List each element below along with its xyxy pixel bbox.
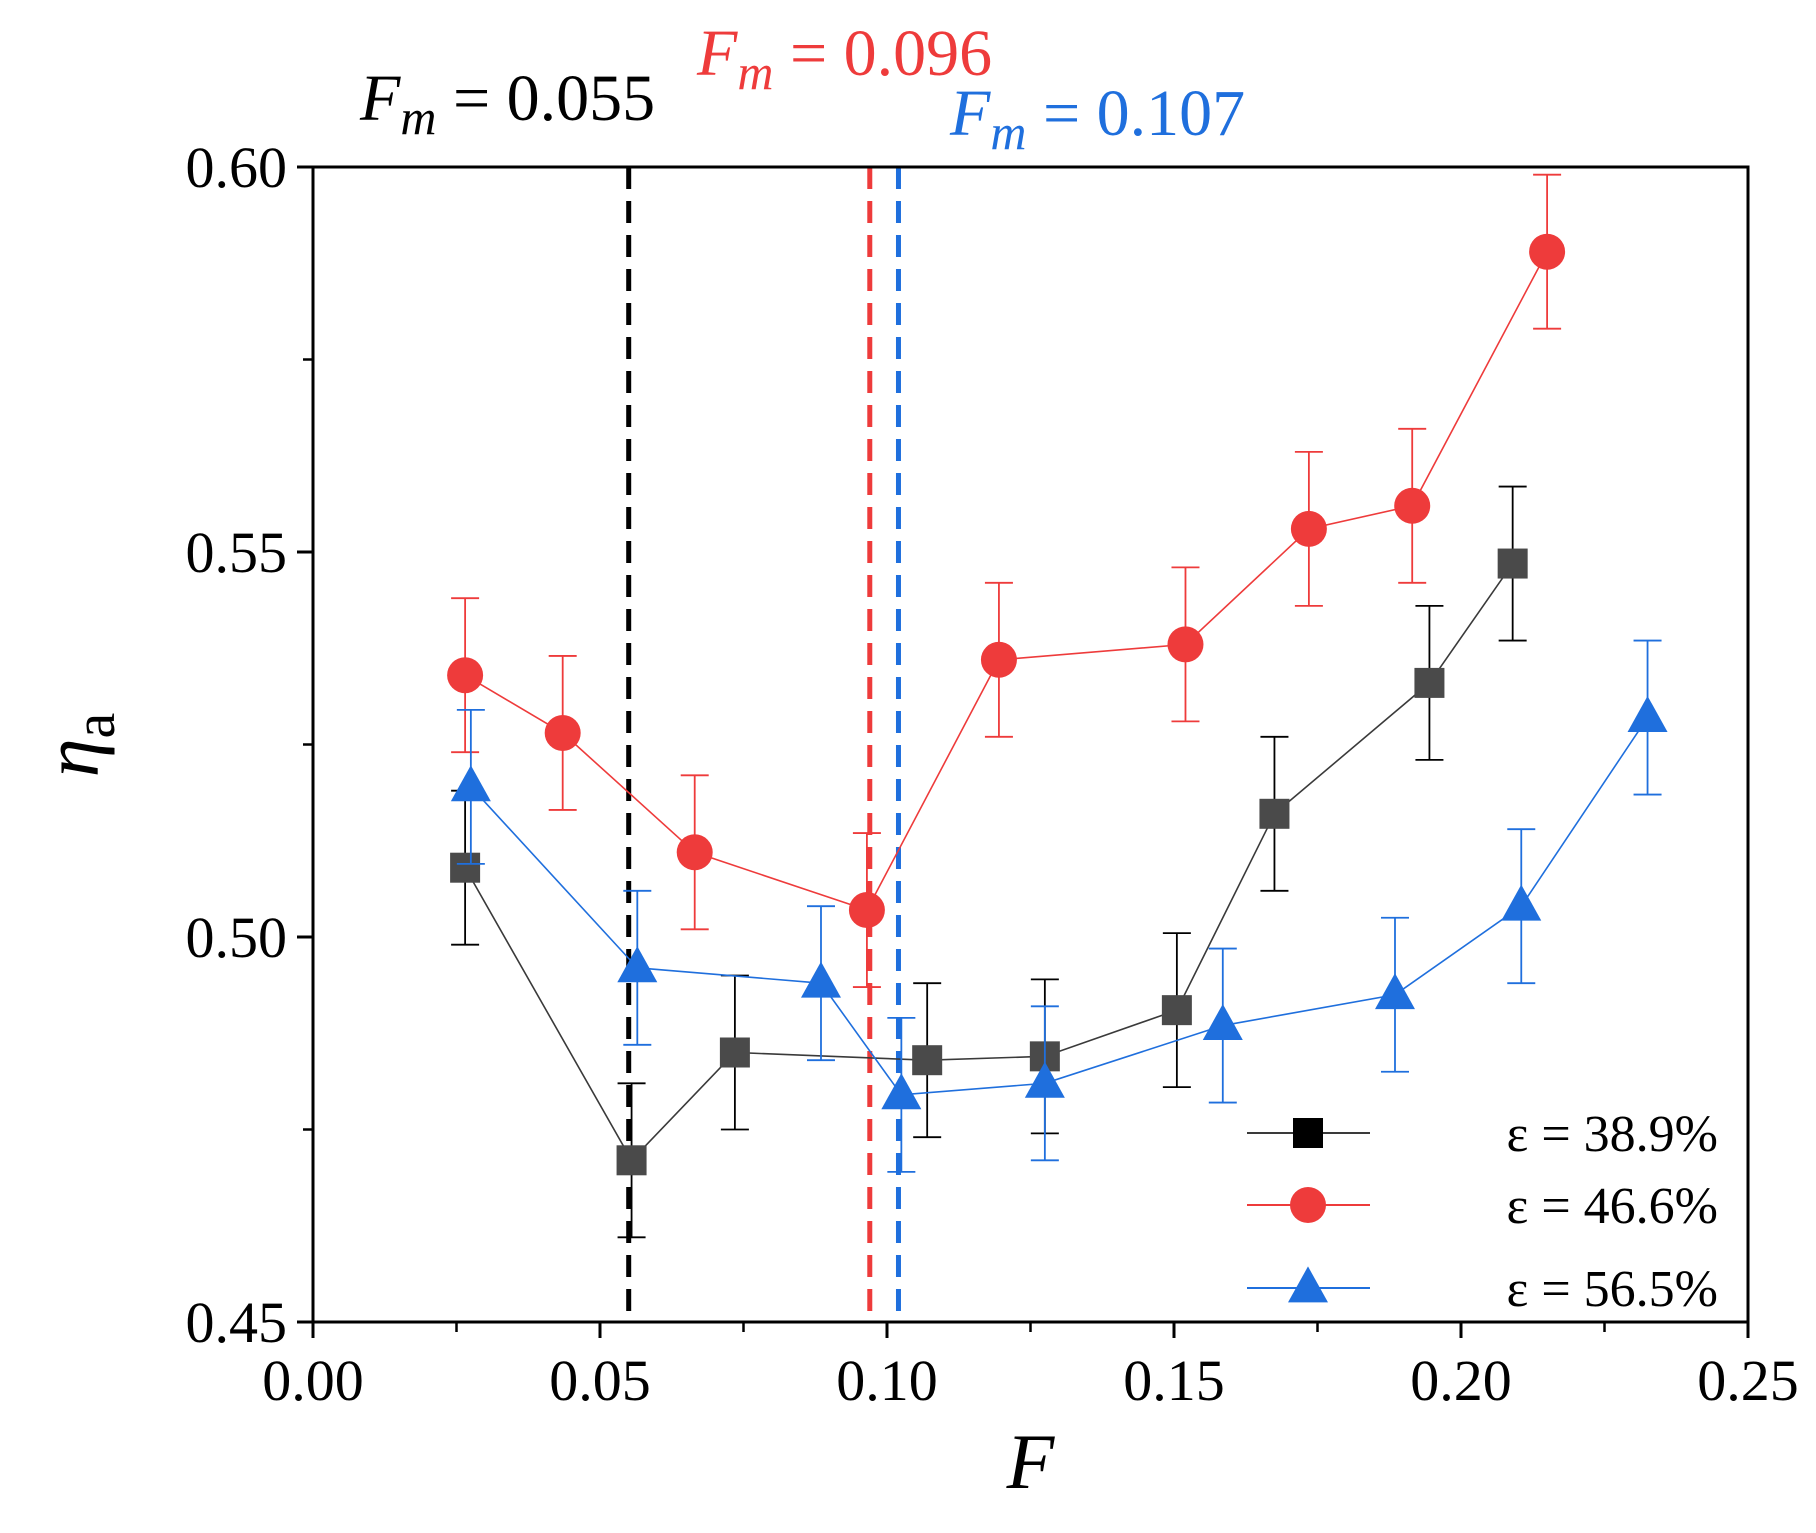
x-tick-label: 0.25: [1697, 1348, 1799, 1413]
data-point: [1167, 626, 1204, 663]
axes: 0.00 0.05 0.10 0.15 0.20 0.25 0.45 0.50 0.55 0.60…: [28, 135, 1799, 1505]
data-point: [1529, 233, 1566, 270]
series-2: [450, 639, 1668, 1173]
data-point: [1259, 798, 1290, 829]
data-point: [800, 961, 841, 998]
data-point: [1161, 995, 1192, 1026]
y-tick-label: 0.50: [186, 905, 288, 970]
data-point: [1290, 510, 1327, 547]
data-point: [1202, 1003, 1243, 1040]
data-point: [1627, 695, 1668, 732]
legend-item-1: ε = 46.6%: [1247, 1178, 1718, 1235]
data-point: [616, 1145, 647, 1176]
vline-label-1: Fm = 0.096: [696, 17, 992, 100]
x-tick-label: 0.15: [1123, 1348, 1225, 1413]
data-point: [676, 834, 713, 871]
plot-area: [447, 167, 1668, 1322]
y-tick-label: 0.45: [186, 1290, 288, 1355]
data-point: [848, 892, 885, 929]
data-point: [1497, 548, 1528, 579]
vline-label-main: F: [359, 62, 401, 135]
series-0: [450, 485, 1528, 1239]
x-axis-title: F: [1006, 1418, 1056, 1505]
data-point: [1394, 487, 1431, 524]
legend-label: ε = 56.5%: [1507, 1261, 1718, 1318]
legend-label: ε = 38.9%: [1507, 1106, 1718, 1163]
vline-label-value: = 0.096: [773, 17, 992, 90]
x-tick-label: 0.10: [836, 1348, 938, 1413]
vline-label-main: F: [696, 17, 738, 90]
legend-item-2: ε = 56.5%: [1247, 1261, 1718, 1318]
data-point: [1374, 973, 1415, 1010]
vline-label-sub: m: [400, 89, 436, 145]
legend-item-0: ε = 38.9%: [1247, 1106, 1718, 1163]
x-tick-label: 0.00: [262, 1348, 364, 1413]
data-point: [450, 765, 491, 802]
vline-label-value: = 0.055: [436, 62, 655, 135]
x-tick-label: 0.05: [549, 1348, 651, 1413]
data-point: [450, 852, 481, 883]
vline-label-0: Fm = 0.055: [359, 62, 655, 145]
data-point: [881, 1073, 922, 1110]
vline-label-sub: m: [737, 44, 773, 100]
data-point: [912, 1045, 943, 1076]
legend-marker: [1288, 1266, 1328, 1303]
y-tick-label: 0.55: [186, 520, 288, 585]
y-tick-label: 0.60: [186, 135, 288, 200]
data-point: [719, 1037, 750, 1068]
vline-label-sub: m: [990, 104, 1026, 160]
data-point: [1501, 884, 1542, 921]
y-axis-title: ηa: [28, 713, 127, 777]
y-axis-title-sub: a: [62, 713, 127, 739]
legend-marker: [1290, 1187, 1326, 1223]
y-axis-title-main: η: [28, 739, 115, 778]
data-point: [1414, 667, 1445, 698]
vline-label-2: Fm = 0.107: [949, 77, 1245, 160]
data-point: [544, 714, 581, 751]
data-point: [447, 657, 484, 694]
legend-marker: [1293, 1118, 1323, 1148]
vline-label-value: = 0.107: [1026, 77, 1245, 150]
vline-label-main: F: [949, 77, 991, 150]
series-1: [447, 173, 1566, 988]
x-tick-label: 0.20: [1410, 1348, 1512, 1413]
data-point: [617, 946, 658, 983]
data-point: [980, 641, 1017, 678]
legend: ε = 38.9% ε = 46.6% ε = 56.5%: [1247, 1106, 1718, 1318]
legend-label: ε = 46.6%: [1507, 1178, 1718, 1235]
data-point: [1024, 1061, 1065, 1098]
series-line: [470, 717, 1649, 1096]
